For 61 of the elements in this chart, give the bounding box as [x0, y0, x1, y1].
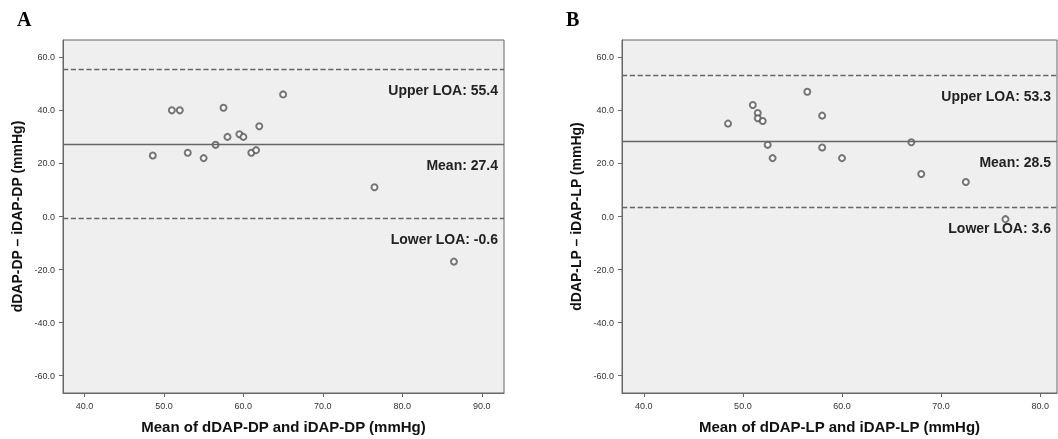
x-tick-label: 50.0 — [155, 400, 173, 411]
point — [961, 178, 970, 186]
point — [758, 116, 767, 125]
y-tick-label: -60.0 — [593, 370, 614, 381]
x-axis-title: Mean of dDAP-DP and iDAP-DP (mmHg) — [141, 418, 426, 435]
point — [252, 146, 261, 155]
point — [239, 132, 248, 141]
point — [917, 170, 926, 179]
point — [818, 111, 827, 120]
point — [803, 87, 812, 96]
chart-title: A — [17, 8, 32, 30]
x-tick-label: 40.0 — [635, 400, 653, 411]
y-tick-label: 60.0 — [596, 52, 614, 63]
y-tick-label: 20.0 — [37, 158, 55, 169]
chart-title: B — [566, 8, 580, 30]
x-tick-label: 60.0 — [234, 400, 253, 411]
y-tick-label: 0.0 — [601, 211, 614, 222]
x-tick-label: 60.0 — [833, 400, 851, 411]
point — [148, 151, 157, 160]
ref-line-label: Lower LOA: -0.6 — [390, 231, 499, 248]
x-axis-title: Mean of dDAP-LP and iDAP-LP (mmHg) — [698, 418, 981, 435]
point — [370, 183, 379, 192]
point — [768, 154, 777, 163]
point — [837, 154, 846, 163]
point — [183, 148, 192, 157]
x-tick-label: 80.0 — [1031, 400, 1049, 411]
point — [818, 143, 827, 152]
point — [175, 106, 184, 115]
y-tick-label: -40.0 — [593, 317, 614, 328]
point — [449, 257, 458, 266]
ref-line-label: Mean: 28.5 — [979, 153, 1052, 170]
point — [724, 119, 733, 128]
y-tick-label: 60.0 — [37, 52, 55, 63]
y-tick-label: -20.0 — [593, 264, 614, 275]
y-axis-title: dDAP-LP – iDAP-LP (mmHg) — [567, 122, 584, 311]
ref-line-label: Lower LOA: 3.6 — [948, 219, 1052, 236]
x-tick-label: 90.0 — [472, 400, 491, 411]
ref-line-label: Upper LOA: 55.4 — [388, 82, 499, 99]
x-tick-label: 80.0 — [393, 400, 412, 411]
x-tick-label: 70.0 — [932, 400, 950, 411]
point — [763, 140, 772, 149]
point — [219, 103, 228, 112]
x-tick-label: 40.0 — [75, 400, 94, 411]
x-tick-label: 70.0 — [314, 400, 332, 411]
ref-line-label: Upper LOA: 53.3 — [941, 88, 1052, 105]
y-axis-title: dDAP-DP – iDAP-DP (mmHg) — [8, 120, 25, 313]
point — [167, 106, 176, 115]
y-tick-label: 40.0 — [596, 105, 614, 116]
y-tick-label: -60.0 — [34, 370, 55, 381]
point — [279, 90, 288, 99]
point — [255, 122, 264, 131]
point — [748, 101, 757, 110]
point — [199, 154, 208, 163]
x-tick-label: 50.0 — [734, 400, 752, 411]
y-tick-label: 40.0 — [37, 105, 55, 116]
point — [223, 132, 232, 141]
y-tick-label: 20.0 — [596, 158, 614, 169]
ref-line-label: Mean: 27.4 — [426, 156, 499, 173]
y-tick-label: -40.0 — [34, 317, 55, 328]
y-tick-label: 0.0 — [42, 211, 55, 222]
y-tick-label: -20.0 — [34, 264, 55, 275]
